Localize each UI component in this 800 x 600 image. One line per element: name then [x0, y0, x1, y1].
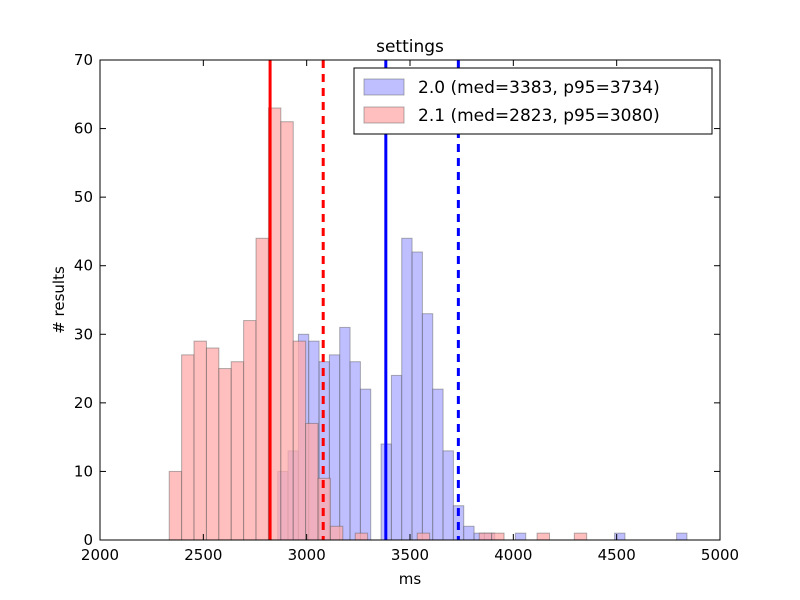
histogram-bar-series-0-bin-18: [463, 525, 475, 541]
x-tick-label: 2500: [184, 546, 222, 564]
histogram-bar-series-1-bin-13: [329, 525, 344, 541]
histogram-bar-series-1-bin-17: [491, 532, 505, 541]
x-tick-label: 5000: [701, 546, 739, 564]
legend-label-2-1: 2.1 (med=2823, p95=3080): [418, 106, 660, 126]
x-tick-label: 3000: [288, 546, 326, 564]
histogram-bar-series-1-bin-1: [181, 354, 195, 541]
y-tick-label: 40: [74, 257, 93, 275]
histogram-bar-series-1-bin-19: [573, 532, 588, 541]
y-tick-label: 20: [74, 394, 93, 412]
x-axis-title: ms: [399, 570, 422, 588]
histogram-bar-series-1-bin-0: [168, 470, 183, 541]
histogram-bar-series-0-bin-5: [328, 354, 341, 541]
histogram-bar-series-1-bin-2: [193, 340, 207, 541]
histogram-bar-series-1-bin-15: [416, 532, 431, 541]
histogram-bar-series-0-bin-13: [411, 251, 423, 541]
legend-swatch-2-0: [363, 78, 405, 96]
histogram-bar-series-0-bin-14: [421, 313, 434, 541]
histogram-bar-series-1-bin-4: [218, 368, 232, 541]
legend: 2.0 (med=3383, p95=3734) 2.1 (med=2823, …: [353, 67, 713, 135]
histogram-bar-series-1-bin-5: [230, 361, 245, 541]
histogram-bar-series-0-bin-16: [442, 450, 454, 541]
histogram-bar-series-1-bin-10: [292, 340, 307, 541]
histogram-bar-series-1-bin-7: [255, 237, 269, 541]
legend-box: [353, 67, 713, 135]
y-tick-label: 50: [74, 188, 93, 206]
y-tick-label: 60: [74, 120, 93, 138]
bars-layer: [168, 107, 688, 541]
y-tick-label: 0: [83, 531, 93, 549]
histogram-bar-series-1-bin-6: [243, 320, 257, 541]
y-tick-label: 70: [74, 51, 93, 69]
y-tick-label: 10: [74, 462, 93, 480]
y-axis-title: # results: [50, 266, 68, 334]
legend-swatch-2-1: [363, 106, 405, 124]
histogram-bar-series-0-bin-23: [676, 532, 688, 541]
chart-title: settings: [376, 37, 444, 57]
histogram-bar-series-1-bin-14: [354, 532, 369, 541]
histogram-bar-series-1-bin-11: [305, 422, 319, 541]
histogram-bar-series-0-bin-15: [432, 388, 444, 541]
histogram-bar-series-0-bin-8: [359, 388, 372, 541]
histogram-bar-series-0-bin-22: [614, 532, 626, 541]
histogram-bar-series-0-bin-11: [390, 374, 403, 541]
histogram-bar-series-1-bin-9: [280, 121, 294, 541]
x-tick-label: 4500: [598, 546, 636, 564]
histogram-bar-series-0-bin-6: [339, 326, 351, 541]
histogram-bar-series-1-bin-3: [205, 347, 220, 541]
ticks-layer: 2000 2500 3000 3500 4000 4500 5000 0 10 20 30 40 50 6…: [74, 51, 739, 564]
legend-label-2-0: 2.0 (med=3383, p95=3734): [418, 78, 660, 98]
y-tick-label: 30: [74, 325, 93, 343]
histogram-bar-series-0-bin-21: [514, 532, 527, 541]
histogram-bar-series-0-bin-7: [349, 361, 361, 541]
x-tick-label: 4000: [494, 546, 532, 564]
histogram-bar-series-1-bin-16: [478, 532, 493, 541]
x-tick-label: 3500: [391, 546, 429, 564]
x-tick-label: 2000: [81, 546, 119, 564]
histogram-bar-series-1-bin-18: [536, 532, 550, 541]
histogram-bar-series-0-bin-12: [401, 237, 413, 541]
reference-lines-layer: [268, 60, 460, 540]
